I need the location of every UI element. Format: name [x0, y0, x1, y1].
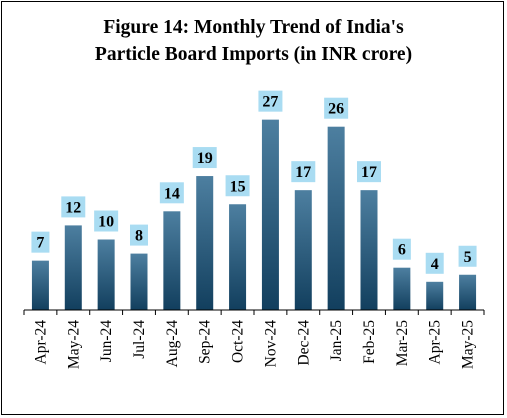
bar-dec-24	[294, 190, 312, 310]
data-label: 17	[291, 161, 316, 183]
x-axis	[23, 309, 485, 315]
data-label: 4	[425, 252, 444, 274]
data-label-text: 12	[65, 199, 81, 216]
x-tick-label: Aug-24	[164, 320, 181, 368]
data-label-box	[159, 182, 184, 204]
data-label: 8	[130, 224, 148, 246]
bar-feb-25	[360, 190, 378, 310]
data-label-box	[392, 238, 411, 260]
bar-sep-24	[196, 176, 214, 310]
data-label: 7	[31, 231, 50, 253]
bar-jan-25	[327, 126, 345, 310]
data-label-text: 17	[295, 164, 311, 181]
data-label: 5	[458, 245, 477, 267]
x-tick-labels: Apr-24 May-24 Jun-24 Jul-24 Aug-24 Sep-24 Oct-…	[32, 320, 476, 369]
x-tick-label: Jun-24	[98, 320, 115, 362]
data-label-box	[94, 210, 119, 232]
data-label: 26	[324, 97, 349, 119]
bar-jul-24	[130, 253, 148, 310]
bar-may-25	[459, 274, 477, 310]
bar-oct-24	[229, 204, 247, 310]
bars-group	[31, 119, 477, 311]
data-label-box	[192, 147, 217, 169]
data-label: 15	[225, 175, 250, 197]
x-tick-label: May-24	[65, 320, 82, 369]
x-tick-label: Dec-24	[295, 320, 312, 366]
data-label-text: 8	[135, 228, 143, 245]
data-label: 14	[159, 182, 184, 204]
bar-mar-25	[393, 267, 411, 310]
data-label-text: 17	[361, 164, 377, 181]
data-label-box	[31, 231, 50, 253]
data-label-text: 19	[197, 150, 213, 167]
value-labels-group: 7 12 10 8 14 19 15 27 17 26 17 6 4 5	[31, 90, 477, 274]
data-label-text: 10	[98, 214, 114, 231]
bar-aug-24	[163, 211, 181, 310]
data-label-box	[425, 252, 444, 274]
x-tick-label: Jan-25	[328, 320, 345, 362]
data-label-box	[225, 175, 250, 197]
chart-title-line-1: Figure 14: Monthly Trend of India's	[103, 17, 404, 38]
x-tick-label: Oct-24	[230, 320, 247, 363]
data-label-text: 6	[398, 242, 406, 259]
data-label-text: 15	[230, 178, 246, 195]
x-tick-label: Apr-24	[32, 320, 49, 365]
data-label-box	[324, 97, 349, 119]
data-label: 10	[94, 210, 119, 232]
data-label-text: 4	[431, 256, 439, 273]
data-label-box	[130, 224, 148, 246]
x-tick-label: Mar-25	[394, 320, 411, 366]
data-label-box	[357, 161, 381, 183]
data-label: 19	[192, 147, 217, 169]
data-label-text: 27	[262, 94, 278, 111]
data-label: 6	[392, 238, 411, 260]
data-label-text: 14	[164, 185, 180, 202]
x-tick-label: Jul-24	[131, 320, 148, 359]
bar-apr-25	[426, 281, 444, 310]
data-label-box	[291, 161, 316, 183]
bar-may-24	[64, 225, 82, 310]
data-label-text: 5	[464, 249, 472, 266]
chart-title-line-2: Particle Board Imports (in INR crore)	[94, 44, 413, 65]
data-label-box	[61, 196, 86, 218]
x-tick-label: Apr-25	[427, 320, 444, 365]
data-label: 17	[357, 161, 381, 183]
data-label-box	[258, 90, 283, 112]
data-label: 12	[61, 196, 86, 218]
data-label-text: 26	[328, 101, 344, 118]
data-label-box	[458, 245, 477, 267]
chart-title: Figure 14: Monthly Trend of India's Part…	[2, 14, 505, 68]
x-tick-label: May-25	[460, 320, 477, 369]
bar-apr-24	[31, 260, 49, 310]
data-label-text: 7	[36, 235, 44, 252]
x-tick-label: Nov-24	[262, 320, 279, 368]
bar-nov-24	[261, 119, 279, 311]
data-label: 27	[258, 90, 283, 112]
x-tick-label: Feb-25	[361, 320, 378, 364]
x-tick-label: Sep-24	[197, 320, 214, 364]
bar-jun-24	[97, 239, 115, 310]
